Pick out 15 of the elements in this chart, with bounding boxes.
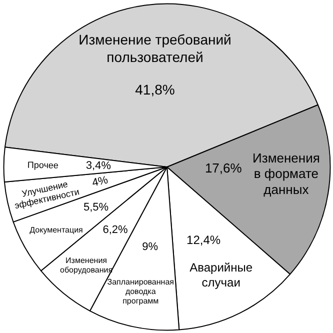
slice-label: Изменение требований пользователей: [78, 31, 232, 65]
slice-label: Изменения оборудования: [60, 256, 113, 275]
slice-label: Прочее: [27, 160, 59, 170]
data-label: 41,8%: [135, 81, 175, 98]
data-label: 9%: [142, 240, 158, 253]
slice-label: Изменения в формате данных: [252, 150, 320, 197]
data-label: 12,4%: [186, 232, 221, 247]
data-label: 5,5%: [83, 201, 109, 214]
data-label: 17,6%: [204, 160, 242, 176]
data-label: 6,2%: [102, 224, 128, 236]
slice-label: Документация: [30, 225, 83, 234]
data-label: 4%: [91, 174, 110, 190]
data-label: 3,4%: [86, 160, 112, 172]
slice-label: Аварийные случаи: [190, 260, 253, 290]
slice-label: Запланированная доводка программ: [107, 278, 174, 306]
